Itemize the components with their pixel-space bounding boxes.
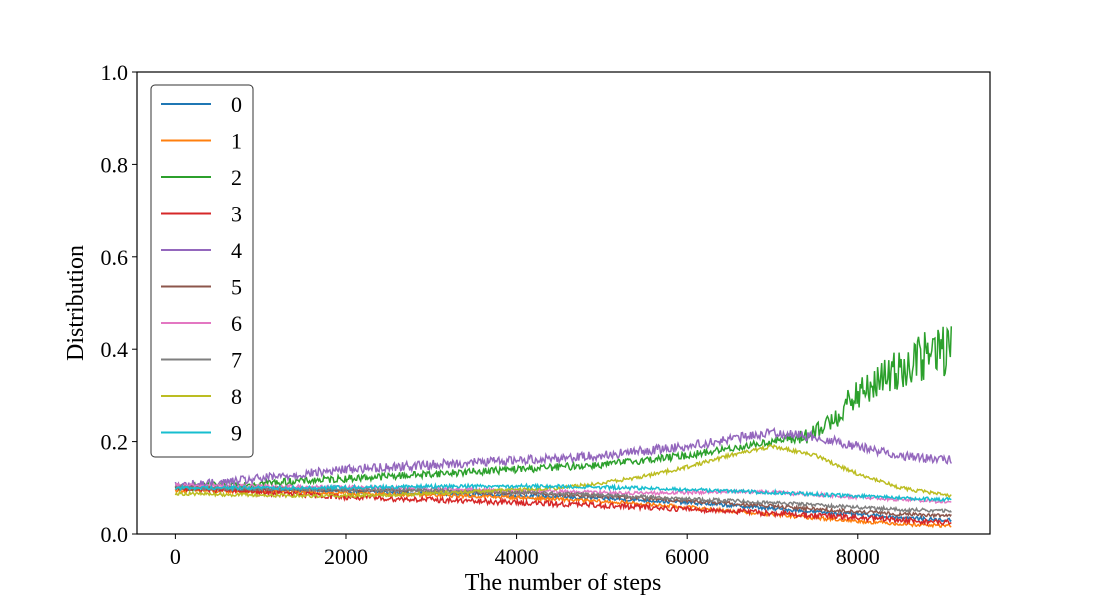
x-axis: 0 2000 4000 6000 8000 <box>170 534 880 569</box>
y-tick-label: 0.4 <box>101 337 129 362</box>
series-line-8 <box>174 444 952 499</box>
legend-label: 2 <box>231 165 242 190</box>
series-line-4 <box>174 426 952 490</box>
y-tick-label: 0.2 <box>101 430 129 455</box>
legend-label: 0 <box>231 92 242 117</box>
series-line-9 <box>174 482 952 503</box>
x-tick-label: 4000 <box>495 544 539 569</box>
legend-label: 9 <box>231 421 242 446</box>
y-tick-label: 0.8 <box>101 152 129 177</box>
x-tick-label: 8000 <box>836 544 880 569</box>
plot-frame <box>136 71 991 535</box>
legend-label: 8 <box>231 384 242 409</box>
y-tick-label: 1.0 <box>101 60 129 85</box>
y-tick-label: 0.6 <box>101 245 129 270</box>
legend-label: 7 <box>231 348 242 373</box>
legend-label: 4 <box>231 238 242 263</box>
x-tick-label: 2000 <box>324 544 368 569</box>
series-line-1 <box>174 486 952 529</box>
y-axis: 0.0 0.2 0.4 0.6 0.8 1.0 <box>101 60 137 547</box>
series-line-7 <box>174 484 952 514</box>
legend-label: 6 <box>231 311 242 336</box>
legend-label: 3 <box>231 202 242 227</box>
legend-label: 1 <box>231 129 242 154</box>
legend: 0 1 2 3 4 5 6 7 8 9 <box>150 84 254 458</box>
y-tick-label: 0.0 <box>101 522 129 547</box>
x-tick-label: 0 <box>170 544 181 569</box>
plot-lines <box>174 326 953 529</box>
x-tick-label: 6000 <box>665 544 709 569</box>
y-axis-label: Distribution <box>63 245 89 361</box>
x-axis-label: The number of steps <box>465 570 662 596</box>
legend-label: 5 <box>231 275 242 300</box>
series-line-2 <box>175 326 953 494</box>
